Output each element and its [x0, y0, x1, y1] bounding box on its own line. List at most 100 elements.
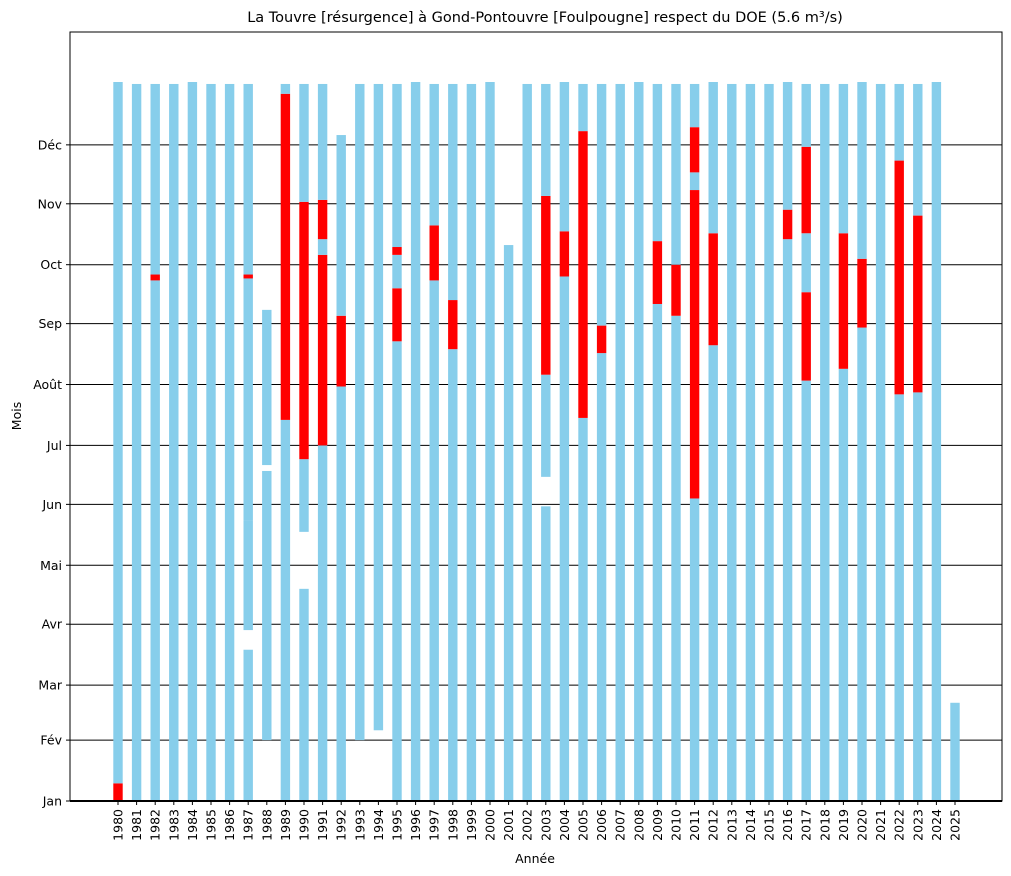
x-tick-label: 1992 — [334, 809, 349, 841]
bar-segment-1991 — [317, 83, 328, 200]
bar-segment-2005 — [578, 417, 588, 801]
bar-segment-2012 — [708, 233, 718, 346]
bar-segment-2009 — [652, 83, 663, 242]
bar-segment-2003 — [541, 374, 551, 477]
bar-segment-1997 — [429, 225, 439, 281]
bar-segment-2017 — [801, 380, 811, 801]
bar-segment-2024 — [931, 82, 942, 801]
bar-segment-2012 — [708, 345, 718, 801]
x-tick-label: 2001 — [501, 809, 516, 841]
plot-frame — [69, 31, 1003, 802]
bar-segment-2012 — [708, 82, 718, 234]
bar-segment-1998 — [448, 300, 458, 350]
bar-segment-2017 — [801, 83, 811, 147]
bar-segment-2022 — [894, 394, 904, 801]
bar-segment-2023 — [913, 392, 923, 801]
bar-segment-2010 — [671, 264, 681, 316]
bar-segment-1987 — [243, 274, 253, 279]
bar-segment-2009 — [652, 303, 663, 801]
bar-segment-2023 — [913, 215, 923, 393]
x-tick-label: 2021 — [873, 809, 888, 841]
bar-segment-2006 — [596, 353, 607, 801]
x-tick-label: 1986 — [222, 809, 237, 841]
bar-segment-1982 — [150, 280, 160, 801]
bar-segment-2014 — [745, 83, 756, 801]
bar-segment-1997 — [429, 280, 439, 801]
bar-segment-1982 — [150, 274, 160, 281]
bars-group — [113, 82, 960, 802]
bar-segment-2017 — [801, 292, 811, 381]
bar-segment-2004 — [559, 82, 570, 232]
x-tick-label: 2025 — [948, 809, 963, 841]
bar-segment-2006 — [596, 83, 607, 326]
bar-segment-2010 — [671, 83, 681, 265]
bar-segment-2022 — [894, 160, 904, 395]
y-tick-label: Fév — [40, 733, 62, 748]
bar-segment-1987 — [243, 278, 253, 521]
x-tick-label: 1996 — [408, 809, 423, 841]
x-tick-label: 2019 — [836, 809, 851, 841]
x-tick-label: 2004 — [557, 809, 572, 841]
y-tick-label: Déc — [38, 137, 62, 152]
x-tick-label: 1988 — [259, 809, 274, 841]
y-tick-label: Jan — [42, 794, 62, 809]
bar-segment-2020 — [857, 327, 867, 801]
bar-segment-1989 — [280, 419, 291, 801]
bar-segment-1980 — [113, 82, 123, 784]
bar-segment-1990 — [299, 201, 309, 460]
y-tick-label: Mar — [38, 678, 62, 693]
x-tick-label: 2012 — [706, 809, 721, 841]
bar-segment-2005 — [578, 131, 588, 418]
x-tick-label: 2009 — [650, 809, 665, 841]
x-tick-label: 1980 — [111, 809, 126, 841]
bar-segment-1985 — [206, 83, 216, 801]
x-tick-label: 1984 — [185, 809, 200, 841]
x-tick-label: 2011 — [687, 809, 702, 841]
x-axis-label: Année — [515, 851, 555, 866]
x-tick-label: 2008 — [631, 809, 646, 841]
bar-segment-1991 — [317, 445, 328, 801]
y-tick-label: Nov — [38, 196, 63, 211]
bar-segment-2021 — [875, 83, 886, 801]
x-tick-label: 2002 — [520, 809, 535, 841]
x-tick-label: 2003 — [538, 809, 553, 841]
x-tick-label: 2022 — [892, 809, 907, 841]
x-tick-label: 1994 — [371, 809, 386, 841]
y-tick-label: Oct — [40, 257, 62, 272]
bar-segment-1981 — [131, 83, 142, 801]
bar-segment-2016 — [782, 82, 793, 210]
bar-segment-2011 — [689, 190, 700, 499]
bar-segment-2001 — [503, 245, 514, 802]
bar-segment-1991 — [317, 254, 328, 446]
bar-segment-1991 — [317, 199, 328, 240]
x-tick-label: 2018 — [817, 809, 832, 841]
bar-segment-1987 — [243, 83, 253, 275]
bar-segment-1986 — [224, 83, 235, 801]
bar-segment-2017 — [801, 146, 811, 234]
bar-segment-2022 — [894, 83, 904, 161]
bar-segment-1987 — [243, 520, 253, 631]
bar-segment-2003 — [541, 195, 551, 375]
bar-segment-1992 — [336, 386, 346, 801]
bar-segment-1995 — [392, 341, 402, 801]
bar-segment-2017 — [801, 233, 811, 293]
y-tick-label: Août — [33, 377, 62, 392]
x-tick-label: 1997 — [427, 809, 442, 841]
bar-segment-2003 — [541, 506, 551, 801]
bar-segment-1992 — [336, 315, 346, 387]
x-tick-label: 1991 — [315, 809, 330, 841]
bar-segment-2015 — [764, 83, 774, 801]
bar-segment-2008 — [634, 82, 644, 801]
y-tick-label: Jun — [41, 497, 62, 512]
x-tick-label: 2013 — [724, 809, 739, 841]
x-tick-label: 1998 — [445, 809, 460, 841]
bar-segment-2004 — [559, 231, 570, 277]
x-tick-label: 1999 — [464, 809, 479, 841]
x-tick-label: 2005 — [576, 809, 591, 841]
chart-title: La Touvre [résurgence] à Gond-Pontouvre … — [247, 10, 843, 26]
bar-segment-1990 — [299, 83, 309, 202]
bar-segment-1999 — [466, 83, 477, 801]
x-tick-label: 2024 — [929, 809, 944, 841]
bar-segment-1995 — [392, 247, 402, 255]
bar-segment-1990 — [299, 588, 309, 801]
